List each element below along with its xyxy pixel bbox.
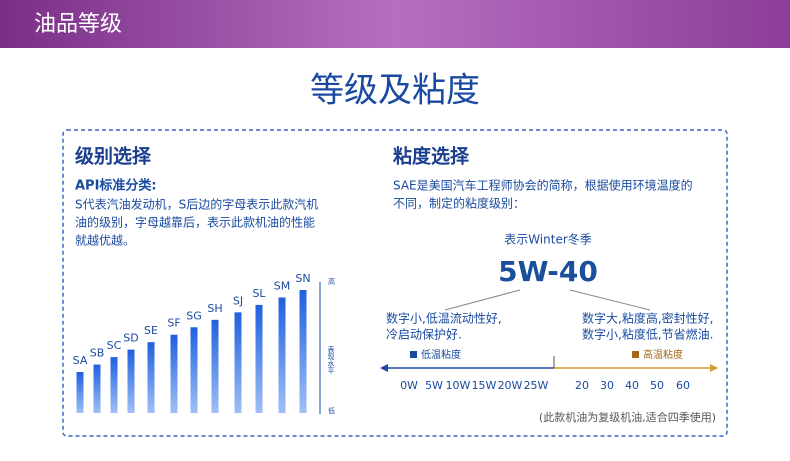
grade-label: SL bbox=[252, 287, 266, 300]
level-bar bbox=[190, 327, 198, 413]
grade-label: SJ bbox=[233, 294, 243, 307]
header-title: 油品等级 bbox=[34, 12, 122, 37]
grade-label: SD bbox=[123, 332, 138, 345]
winter-tick: 25W bbox=[524, 379, 549, 392]
grade-label: SC bbox=[107, 339, 122, 352]
legend-swatch bbox=[632, 351, 639, 358]
right-title: 粘度选择 bbox=[393, 145, 470, 168]
left-text: S代表汽油发动机，S后边的字母表示此款汽机 bbox=[75, 197, 318, 212]
left-text: 就越优越。 bbox=[75, 234, 135, 248]
legend-swatch bbox=[410, 351, 417, 358]
grade-label: SM bbox=[274, 279, 290, 292]
winter-tick: 15W bbox=[472, 379, 497, 392]
level-bar bbox=[110, 357, 118, 413]
legend-high: 高温粘度 bbox=[643, 348, 683, 361]
footnote: (此款机油为复级机油,适合四季使用) bbox=[539, 410, 716, 424]
grade-label: SB bbox=[90, 347, 105, 360]
left-subtitle: API标准分类: bbox=[75, 178, 157, 194]
level-bar bbox=[170, 334, 178, 413]
grade-label: SF bbox=[167, 317, 180, 330]
summer-tick: 20 bbox=[575, 379, 589, 392]
grade-label: SH bbox=[207, 302, 222, 315]
grade-label: SN bbox=[295, 272, 310, 285]
summer-tick: 60 bbox=[676, 379, 690, 392]
pointer bbox=[569, 289, 651, 311]
right-text: 不同，制定的粘度级别： bbox=[393, 196, 525, 211]
grade-label: SE bbox=[144, 324, 158, 337]
arrow bbox=[710, 364, 718, 372]
level-bar bbox=[93, 364, 101, 413]
high-note: 数字小,粘度低,节省燃油. bbox=[582, 327, 713, 342]
low-note: 数字小,低温流动性好, bbox=[386, 311, 502, 326]
grade-label: SA bbox=[73, 354, 88, 367]
axis-high: 高 bbox=[328, 277, 335, 286]
level-bar bbox=[234, 312, 242, 413]
low-note: 冷启动保护好. bbox=[386, 328, 462, 342]
winter-tick: 10W bbox=[446, 379, 471, 392]
high-note: 数字大,粘度高,密封性好, bbox=[582, 311, 713, 326]
header-band bbox=[0, 0, 790, 48]
level-bar bbox=[127, 349, 135, 413]
pointer bbox=[444, 289, 521, 311]
level-bar bbox=[147, 342, 155, 413]
level-bar bbox=[299, 290, 307, 413]
section-title: 等级及粘度 bbox=[310, 71, 480, 111]
left-title: 级别选择 bbox=[75, 145, 152, 168]
left-text: 油的级别，字母越靠后，表示此款机油的性能 bbox=[75, 215, 315, 230]
winter-note: 表示Winter冬季 bbox=[504, 232, 592, 247]
level-bar bbox=[255, 304, 263, 413]
arrow bbox=[380, 364, 388, 372]
grade: 5W-40 bbox=[498, 255, 598, 288]
legend-low: 低温粘度 bbox=[421, 348, 461, 361]
level-bar bbox=[278, 297, 286, 413]
winter-tick: 5W bbox=[425, 379, 443, 392]
winter-tick: 0W bbox=[400, 379, 418, 392]
axis-label: 表现水平 bbox=[327, 345, 335, 375]
level-bar bbox=[211, 319, 219, 413]
level-bar bbox=[76, 372, 84, 413]
right-text: SAE是美国汽车工程师协会的简称，根据使用环境温度的 bbox=[393, 178, 693, 193]
summer-tick: 50 bbox=[650, 379, 664, 392]
winter-tick: 20W bbox=[498, 379, 523, 392]
summer-tick: 30 bbox=[600, 379, 614, 392]
summer-tick: 40 bbox=[625, 379, 639, 392]
axis-low: 低 bbox=[328, 406, 335, 415]
grade-label: SG bbox=[186, 309, 202, 322]
